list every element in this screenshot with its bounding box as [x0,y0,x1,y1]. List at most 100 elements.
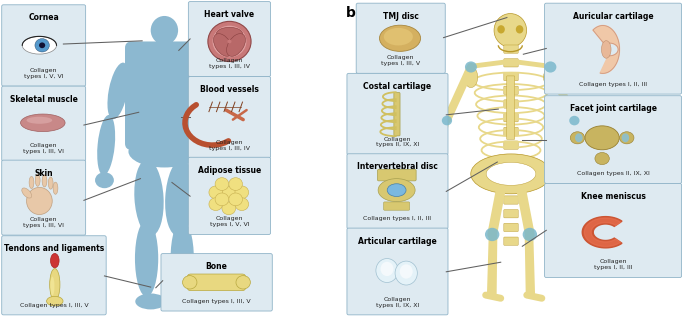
FancyBboxPatch shape [125,41,204,150]
Ellipse shape [216,27,242,42]
FancyBboxPatch shape [347,228,448,315]
Ellipse shape [209,186,223,199]
Text: Collagen
types II, IX, XI: Collagen types II, IX, XI [376,137,419,147]
FancyBboxPatch shape [545,96,682,183]
Text: Collagen
types I, III, V: Collagen types I, III, V [381,55,421,66]
Ellipse shape [48,177,53,189]
Ellipse shape [229,193,242,206]
Ellipse shape [595,152,610,165]
Text: Cornea: Cornea [28,13,59,22]
Ellipse shape [215,178,229,190]
Ellipse shape [47,296,63,306]
Text: Collagen types I, III, V: Collagen types I, III, V [20,302,88,308]
Text: Blood vessels: Blood vessels [200,85,259,94]
Text: Bone: Bone [206,262,227,271]
Text: Articular cartilage: Articular cartilage [358,237,437,246]
FancyBboxPatch shape [384,202,410,210]
Ellipse shape [165,160,195,236]
Polygon shape [584,218,621,247]
Text: Collagen types I, II, III: Collagen types I, II, III [579,82,647,87]
Text: Collagen
types I, III, IV: Collagen types I, III, IV [209,140,250,151]
Ellipse shape [151,16,178,45]
Ellipse shape [235,198,249,211]
Ellipse shape [395,261,417,285]
Text: Collagen
types I, II, III: Collagen types I, II, III [594,259,632,270]
Ellipse shape [39,42,45,48]
Ellipse shape [575,133,582,142]
Ellipse shape [108,63,129,119]
Text: Collagen
types I, III, IV: Collagen types I, III, IV [209,58,250,69]
FancyBboxPatch shape [1,86,86,161]
Ellipse shape [236,276,250,289]
FancyBboxPatch shape [503,86,518,94]
Ellipse shape [200,63,221,119]
Text: Auricular cartilage: Auricular cartilage [573,12,653,21]
FancyBboxPatch shape [1,236,106,315]
Ellipse shape [621,133,629,142]
Text: Collagen
types II, IX, XI: Collagen types II, IX, XI [376,297,419,308]
Text: Collagen
types I, III, VI: Collagen types I, III, VI [23,217,64,228]
Text: b: b [346,6,356,20]
FancyBboxPatch shape [188,2,271,77]
FancyBboxPatch shape [161,254,272,311]
Text: Adipose tissue: Adipose tissue [198,166,261,175]
FancyBboxPatch shape [503,141,518,149]
FancyBboxPatch shape [503,155,518,163]
Ellipse shape [579,178,599,198]
Text: Intervertebral disc: Intervertebral disc [357,162,438,171]
Ellipse shape [387,184,406,197]
Ellipse shape [570,132,585,144]
FancyBboxPatch shape [545,3,682,94]
Text: Facet joint cartilage: Facet joint cartilage [569,104,657,113]
Ellipse shape [384,28,413,45]
FancyBboxPatch shape [188,274,245,291]
Ellipse shape [135,293,166,309]
Ellipse shape [168,293,199,309]
Ellipse shape [22,188,32,198]
Ellipse shape [214,33,232,56]
Ellipse shape [423,178,444,198]
Ellipse shape [212,172,232,188]
Ellipse shape [53,182,58,194]
Ellipse shape [381,262,393,276]
Ellipse shape [27,117,52,124]
Ellipse shape [212,115,230,175]
Text: Collagen
types I, V, VI: Collagen types I, V, VI [24,68,64,79]
Ellipse shape [471,154,551,194]
Text: Collagen
types I, V, VI: Collagen types I, V, VI [210,216,249,227]
Text: Tendons and ligaments: Tendons and ligaments [4,244,104,253]
Text: Collagen types I, III, V: Collagen types I, III, V [182,299,251,304]
Ellipse shape [209,198,223,211]
Ellipse shape [464,67,478,88]
Text: a: a [3,6,13,20]
Ellipse shape [27,188,52,215]
Ellipse shape [486,162,536,185]
FancyBboxPatch shape [503,168,518,177]
Ellipse shape [516,25,523,33]
Ellipse shape [171,220,194,297]
Text: Skin: Skin [34,169,53,178]
Text: Knee meniscus: Knee meniscus [581,192,645,201]
FancyBboxPatch shape [503,237,518,245]
Polygon shape [582,217,622,248]
Ellipse shape [544,67,558,88]
Text: Costal cartilage: Costal cartilage [364,82,432,91]
FancyBboxPatch shape [503,114,518,122]
Ellipse shape [569,116,580,125]
Ellipse shape [601,41,611,58]
Ellipse shape [134,160,164,236]
Ellipse shape [465,61,477,73]
Ellipse shape [212,26,247,57]
Ellipse shape [235,186,249,199]
Ellipse shape [95,172,114,188]
Text: TMJ disc: TMJ disc [383,12,419,21]
Ellipse shape [208,21,251,62]
Text: Heart valve: Heart valve [204,10,255,19]
FancyBboxPatch shape [503,45,518,53]
FancyBboxPatch shape [394,93,400,136]
FancyBboxPatch shape [188,77,271,158]
Ellipse shape [442,116,452,125]
Ellipse shape [229,178,242,190]
FancyBboxPatch shape [503,72,518,81]
Ellipse shape [494,14,527,47]
